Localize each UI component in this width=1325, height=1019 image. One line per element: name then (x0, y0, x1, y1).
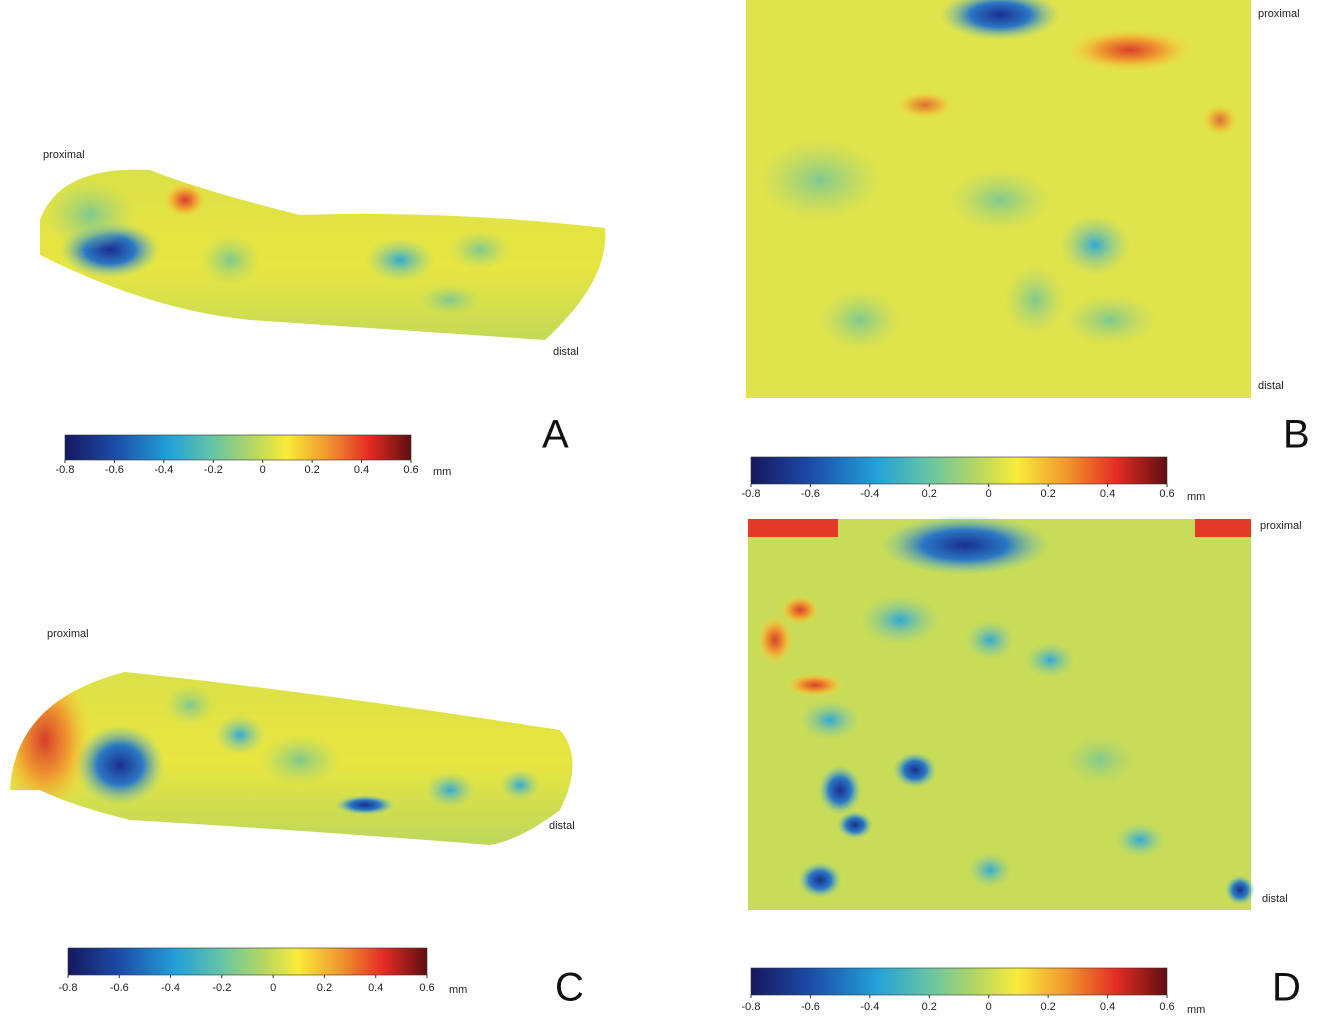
colorbar-tick-label: 0.2 (922, 488, 937, 500)
colorbar-unit: mm (1187, 491, 1205, 503)
proximal-label: proximal (1260, 520, 1302, 532)
colorbar-tick-label: 0.4 (354, 464, 369, 476)
colorbar-tick-label: -0.4 (860, 1001, 879, 1013)
colorbar-tick-label: 0.6 (403, 464, 418, 476)
colorbar-tick-label: 0 (986, 1001, 992, 1013)
panel-letter: C (555, 966, 584, 1010)
colorbar-tick-label: 0.2 (1040, 488, 1055, 500)
colorbar-tick-label: 0 (986, 488, 992, 500)
colorbar-unit: mm (1187, 1004, 1205, 1016)
colorbar-tick-label: -0.6 (105, 464, 124, 476)
proximal-label: proximal (1258, 8, 1300, 20)
colorbar-tick-label: 0.4 (368, 982, 383, 994)
colorbar-unit: mm (433, 466, 451, 478)
colorbar-tick-label: -0.8 (59, 982, 78, 994)
colorbar (65, 435, 411, 460)
colorbar-tick-label: -0.6 (801, 488, 820, 500)
distal-label: distal (1258, 380, 1284, 392)
figure: proximal distal A -0.8 -0.6 -0.4 -0.2 0 0.2 0.4 0.… (0, 0, 1325, 1019)
panel-a-surface (30, 160, 620, 370)
colorbar-tick-label: 0.2 (922, 1001, 937, 1013)
distal-label: distal (553, 346, 579, 358)
colorbar-tick-label: -0.4 (860, 488, 879, 500)
colorbar-tick-label: 0.2 (304, 464, 319, 476)
colorbar-tick-label: 0.2 (1040, 1001, 1055, 1013)
colorbar-tick-label: 0.6 (1159, 488, 1174, 500)
colorbar-tick-label: -0.8 (56, 464, 75, 476)
colorbar-tick-label: 0.6 (1159, 1001, 1174, 1013)
colorbar-tick-label: -0.4 (161, 982, 180, 994)
colorbar-tick-label: 0.6 (419, 982, 434, 994)
colorbar-tick-label: -0.4 (154, 464, 173, 476)
colorbar-tick-label: -0.6 (110, 982, 129, 994)
panel-letter: D (1272, 966, 1301, 1010)
panel-b-map (746, 0, 1251, 398)
panel-d-map (748, 515, 1255, 910)
colorbar-unit: mm (449, 984, 467, 996)
colorbar-tick-label: 0 (270, 982, 276, 994)
colorbar (751, 457, 1167, 484)
colorbar-tick-label: 0.4 (1100, 488, 1115, 500)
distal-label: distal (549, 820, 575, 832)
colorbar-tick-label: -0.6 (801, 1001, 820, 1013)
panel-letter: B (1283, 413, 1310, 457)
colorbar (751, 968, 1167, 995)
proximal-label: proximal (47, 628, 89, 640)
colorbar-tick-label: -0.8 (742, 1001, 761, 1013)
panel-c-surface (0, 660, 595, 860)
colorbar-tick-label: -0.2 (204, 464, 223, 476)
colorbar-tick-label: -0.2 (212, 982, 231, 994)
proximal-label: proximal (43, 149, 85, 161)
colorbar-tick-label: 0.2 (317, 982, 332, 994)
panel-letter: A (542, 413, 569, 457)
colorbar-tick-label: 0.4 (1100, 1001, 1115, 1013)
colorbar-tick-label: -0.8 (742, 488, 761, 500)
distal-label: distal (1262, 893, 1288, 905)
colorbar-tick-label: 0 (260, 464, 266, 476)
colorbar (68, 948, 427, 975)
